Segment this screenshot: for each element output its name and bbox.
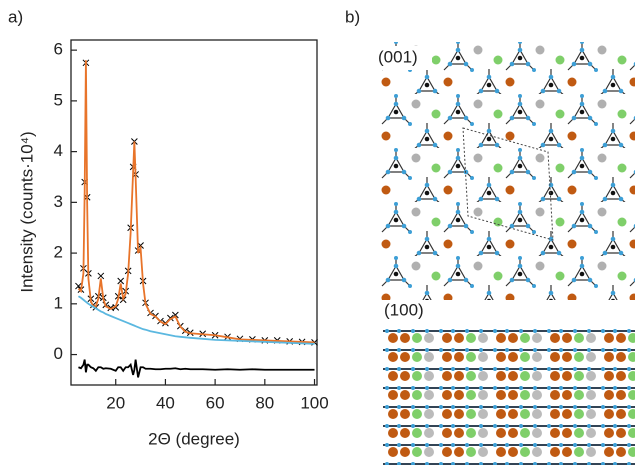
observed-point — [75, 282, 82, 290]
view-label: (001) — [378, 47, 418, 66]
view-label: (100) — [384, 300, 424, 319]
unit-cell — [462, 127, 554, 241]
structure-top-view — [380, 42, 635, 300]
x-tick-label: 80 — [255, 393, 274, 412]
y-tick-label: 0 — [54, 344, 63, 363]
label-background — [376, 46, 432, 70]
y-tick-label: 3 — [54, 192, 63, 211]
series-line — [77, 295, 315, 345]
panel-label: a) — [8, 7, 23, 26]
panel-label: b) — [345, 7, 360, 26]
y-tick-label: 4 — [54, 141, 63, 160]
plot-frame — [70, 39, 318, 386]
y-axis-label: Intensity (counts·10⁴) — [17, 131, 36, 292]
x-tick-label: 60 — [206, 393, 225, 412]
y-tick-label: 5 — [54, 90, 63, 109]
x-axis-label: 2Θ (degree) — [148, 429, 240, 448]
y-tick-label: 6 — [54, 40, 63, 59]
observed-point — [117, 277, 125, 285]
y-tick-label: 1 — [54, 293, 63, 312]
series-line — [78, 359, 315, 378]
x-tick-label: 40 — [156, 393, 175, 412]
x-tick-label: 20 — [106, 393, 125, 412]
observed-point — [97, 272, 105, 280]
y-tick-label: 2 — [54, 243, 63, 262]
x-tick-label: 100 — [300, 393, 328, 412]
structure-side-view — [383, 325, 635, 465]
series-line — [77, 60, 315, 344]
observed-point — [112, 304, 120, 311]
